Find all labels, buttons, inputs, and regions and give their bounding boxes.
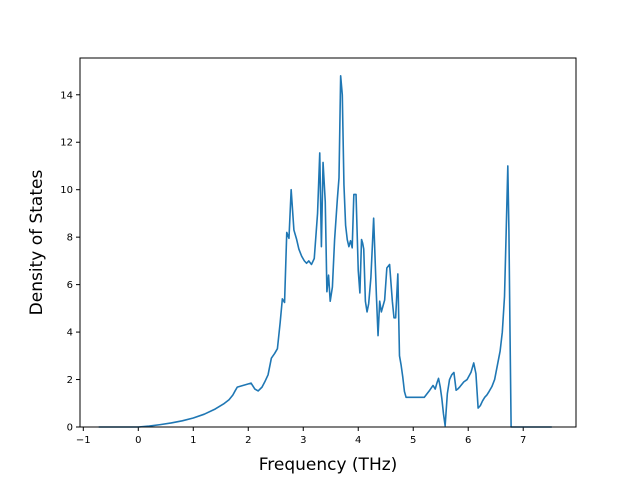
y-tick-label: 4 <box>67 328 73 339</box>
x-tick-label: 2 <box>245 435 251 446</box>
x-tick-label: 7 <box>520 435 526 446</box>
x-tick-label: 1 <box>190 435 196 446</box>
plot-area <box>80 58 576 427</box>
y-tick-label: 6 <box>67 280 73 291</box>
y-tick-label: 8 <box>67 233 73 244</box>
x-tick-label: 6 <box>465 435 471 446</box>
y-tick-label: 0 <box>67 423 73 434</box>
x-tick-label: 3 <box>300 435 306 446</box>
series-layer <box>98 75 552 428</box>
x-tick-label: −1 <box>76 435 91 446</box>
x-tick-label: 5 <box>410 435 416 446</box>
y-tick-label: 14 <box>60 90 73 101</box>
x-tick-label: 0 <box>135 435 141 446</box>
y-tick-label: 2 <box>67 375 73 386</box>
dos-series-line <box>98 75 552 428</box>
y-tick-label: 10 <box>60 185 73 196</box>
plot-frame <box>79 57 577 428</box>
y-axis-label: Density of States <box>27 170 47 316</box>
y-tick-label: 12 <box>60 138 73 149</box>
x-axis-label: Frequency (THz) <box>259 455 398 475</box>
y-axis-ticks: 0 2 4 6 8 10 12 14 <box>60 90 80 434</box>
x-tick-label: 4 <box>355 435 361 446</box>
